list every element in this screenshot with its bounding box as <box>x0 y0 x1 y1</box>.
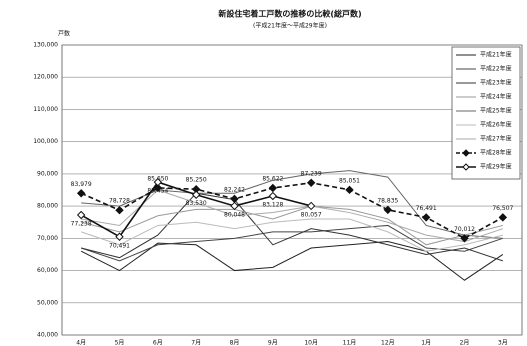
series-line <box>81 205 503 246</box>
y-tick-label: 120,000 <box>33 74 58 81</box>
series-line <box>80 181 504 240</box>
data-label: 87,239 <box>301 170 322 177</box>
point-marker <box>268 191 278 201</box>
x-tick-label: 7月 <box>191 340 201 346</box>
x-tick-label: 2月 <box>460 340 470 346</box>
y-tick-label: 90,000 <box>37 170 58 177</box>
data-label: 70,491 <box>109 242 130 249</box>
point-marker <box>268 183 278 193</box>
point-marker <box>383 205 393 215</box>
point-marker <box>306 178 316 187</box>
data-label: 76,507 <box>492 205 513 212</box>
x-tick-label: 1月 <box>421 340 431 346</box>
legend-label: 平成28年度 <box>480 149 512 157</box>
data-label: 83,979 <box>71 181 92 188</box>
point-marker <box>191 190 201 199</box>
point-marker <box>115 232 124 241</box>
x-tick-label: 6月 <box>153 340 163 346</box>
y-axis-label: 戸数 <box>58 30 70 38</box>
x-tick-label: 9月 <box>268 340 278 346</box>
series-line <box>80 241 504 281</box>
y-tick-label: 40,000 <box>37 332 58 339</box>
point-marker <box>153 177 163 187</box>
data-label: 78,835 <box>377 197 398 204</box>
y-tick-label: 110,000 <box>33 106 58 113</box>
y-tick-label: 70,000 <box>37 235 58 242</box>
data-label: 80,057 <box>301 211 322 218</box>
data-label: 76,491 <box>416 205 437 212</box>
series-line <box>81 224 503 262</box>
point-marker <box>460 234 469 243</box>
legend-label: 平成29年度 <box>480 163 512 171</box>
series-line <box>81 192 503 262</box>
x-tick-label: 4月 <box>76 340 86 346</box>
data-label: 85,051 <box>339 177 360 184</box>
legend-marker <box>462 149 470 157</box>
chart-subtitle: (平成21年度～平成29年度) <box>253 22 327 30</box>
x-tick-label: 12月 <box>381 340 395 346</box>
legend-label: 平成22年度 <box>480 65 512 73</box>
x-tick-label: 5月 <box>115 340 125 346</box>
point-marker <box>115 206 124 215</box>
data-label: 85,622 <box>262 175 283 182</box>
x-tick-label: 10月 <box>304 340 318 346</box>
data-label: 83,128 <box>262 202 283 209</box>
legend-label: 平成27年度 <box>480 135 512 143</box>
legend-label: 平成25年度 <box>480 107 512 115</box>
point-marker <box>76 189 86 198</box>
data-label: 87,454 <box>147 188 168 195</box>
legend-marker <box>462 163 470 171</box>
point-marker <box>306 201 316 211</box>
legend-label: 平成24年度 <box>480 93 512 101</box>
data-label: 83,530 <box>186 200 207 207</box>
series-line <box>81 170 503 239</box>
y-tick-label: 80,000 <box>37 203 58 210</box>
chart-title: 新設住宅着工戸数の推移の比較(総戸数) <box>218 9 361 19</box>
series-line <box>81 218 503 252</box>
point-marker <box>76 210 86 220</box>
y-tick-label: 100,000 <box>33 138 58 145</box>
y-tick-label: 60,000 <box>37 267 58 274</box>
x-tick-label: 3月 <box>498 340 508 346</box>
point-marker <box>230 194 239 204</box>
point-marker <box>421 213 431 222</box>
data-label: 85,250 <box>186 177 207 184</box>
data-label: 70,012 <box>454 226 475 233</box>
legend-label: 平成26年度 <box>480 121 512 129</box>
point-marker <box>345 185 354 195</box>
point-marker <box>498 213 508 222</box>
data-label: 78,728 <box>109 198 130 205</box>
data-label: 77,238 <box>71 221 92 228</box>
data-label: 82,242 <box>224 186 245 193</box>
point-marker <box>230 201 239 211</box>
series-line <box>81 189 503 243</box>
y-tick-label: 50,000 <box>37 299 58 306</box>
legend-label: 平成21年度 <box>480 51 512 59</box>
y-tick-label: 130,000 <box>33 42 58 49</box>
x-tick-label: 8月 <box>230 340 240 346</box>
data-label: 80,048 <box>224 211 245 218</box>
x-tick-label: 11月 <box>343 340 357 346</box>
legend-label: 平成23年度 <box>480 79 512 87</box>
